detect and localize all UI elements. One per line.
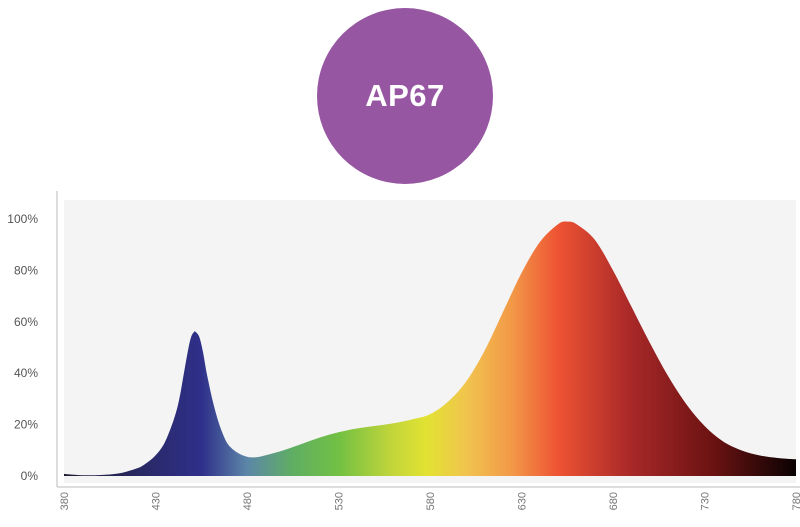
spectrum-area xyxy=(64,221,796,476)
x-tick-label: 630 xyxy=(517,492,529,510)
x-tick-label: 380 xyxy=(59,492,71,510)
ap67-badge: AP67 xyxy=(317,8,493,184)
y-tick-label: 0% xyxy=(21,469,39,483)
y-tick-label: 40% xyxy=(14,366,38,380)
y-tick-label: 80% xyxy=(14,263,38,277)
y-tick-label: 60% xyxy=(14,315,38,329)
y-tick-label: 100% xyxy=(7,212,38,226)
x-tick-label: 780 xyxy=(791,492,800,510)
y-tick-label: 20% xyxy=(14,418,38,432)
badge-label: AP67 xyxy=(365,78,445,113)
x-tick-label: 430 xyxy=(151,492,163,510)
x-tick-label: 580 xyxy=(425,492,437,510)
x-tick-label: 480 xyxy=(242,492,254,510)
x-axis-ticks: 380 430 480 530 580 630 680 730 780 xyxy=(59,492,800,510)
x-tick-label: 730 xyxy=(700,492,712,510)
x-tick-label: 680 xyxy=(608,492,620,510)
x-tick-label: 530 xyxy=(334,492,346,510)
y-axis-ticks: 0% 20% 40% 60% 80% 100% xyxy=(7,212,38,483)
